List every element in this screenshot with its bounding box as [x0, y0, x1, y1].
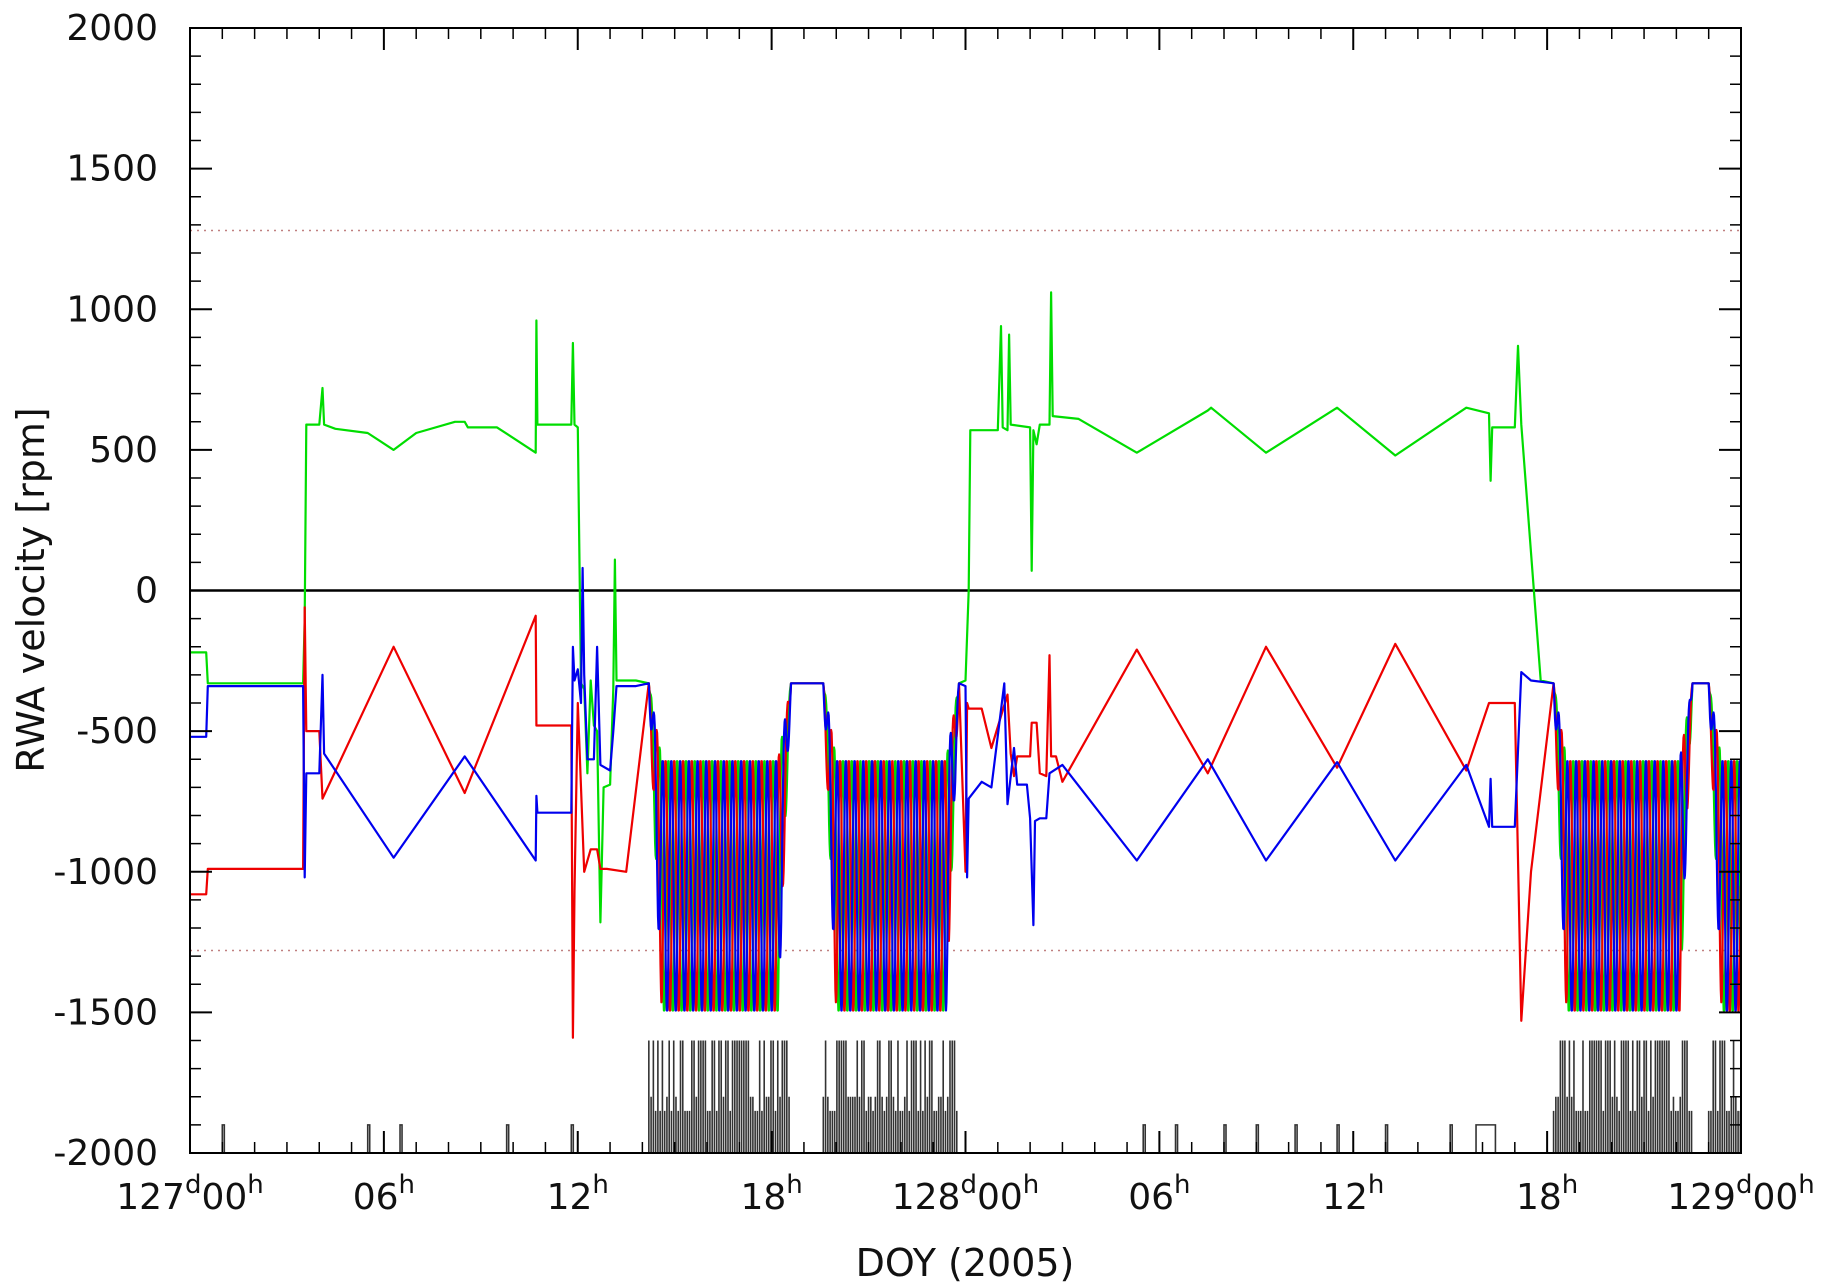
y-tick-label-4: 0: [135, 571, 158, 612]
reference-lines: [190, 229, 1741, 952]
series-line-0: [190, 291, 1741, 1012]
series-lines: [190, 291, 1741, 1039]
y-tick-label-5: -500: [76, 711, 158, 752]
x-tick-label-0: 127d00h: [116, 1170, 264, 1218]
x-axis-title: DOY (2005): [856, 1241, 1075, 1285]
x-tick-label-7: 18h: [1516, 1170, 1578, 1218]
y-tick-label-3: 500: [89, 430, 158, 471]
y-tick-label-1: 1500: [66, 149, 158, 190]
y-tick-label-0: 2000: [66, 8, 158, 49]
series-line-2: [190, 566, 1741, 1012]
event-markers: [221, 1040, 1741, 1153]
y-tick-label-2: 1000: [66, 289, 158, 330]
x-tick-label-8: 129d00h: [1667, 1170, 1815, 1218]
event-bars: [221, 1040, 1741, 1153]
tick-labels: 2000 1500 1000 500 0 -500 -1000 -1500 -2000127d0…: [53, 8, 1814, 1218]
y-tick-label-7: -1500: [53, 992, 158, 1033]
x-tick-label-4: 128d00h: [892, 1170, 1040, 1218]
series-line-1: [190, 606, 1741, 1039]
x-tick-label-1: 06h: [353, 1170, 415, 1218]
y-tick-label-6: -1000: [53, 852, 158, 893]
x-tick-label-3: 18h: [740, 1170, 802, 1218]
x-tick-label-5: 06h: [1128, 1170, 1190, 1218]
axis-ticks: [189, 27, 1742, 1154]
x-tick-label-2: 12h: [547, 1170, 609, 1218]
y-axis-title: RWA velocity [rpm]: [9, 407, 53, 772]
x-tick-label-6: 12h: [1322, 1170, 1384, 1218]
y-tick-label-8: -2000: [53, 1133, 158, 1174]
